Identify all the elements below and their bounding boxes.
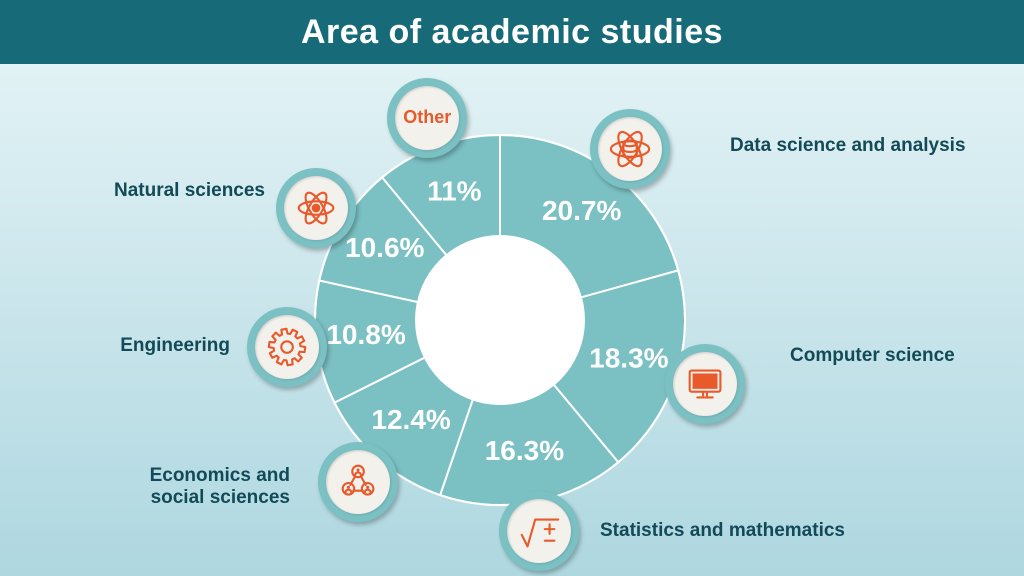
donut-hole (415, 235, 585, 405)
bubble-inner-economics (326, 450, 390, 514)
bubble-inner-statistics (507, 499, 571, 563)
page-title: Area of academic studies (0, 0, 1024, 64)
bubble-statistics (499, 491, 579, 571)
bubble-natural-sciences (276, 168, 356, 248)
bubble-economics (318, 442, 398, 522)
pct-data-science: 20.7% (542, 195, 621, 226)
label-data-science: Data science and analysis (730, 135, 990, 157)
bubble-computer-science (665, 344, 745, 424)
label-natural-sciences: Natural sciences (75, 180, 265, 202)
bubble-inner-data-science (598, 117, 662, 181)
bubble-inner-engineering (255, 315, 319, 379)
gear-icon (264, 324, 310, 370)
bubble-inner-computer-science (673, 352, 737, 416)
bubble-inner-other: Other (395, 86, 459, 150)
bubble-other: Other (387, 78, 467, 158)
db-icon (607, 126, 653, 172)
people-icon (335, 459, 381, 505)
other-icon: Other (403, 107, 451, 128)
bubble-inner-natural-sciences (284, 176, 348, 240)
bubble-data-science (590, 109, 670, 189)
pct-other: 11% (427, 175, 482, 206)
sqrt-icon (516, 508, 562, 554)
pct-engineering: 10.8% (326, 319, 405, 350)
pct-natural-sciences: 10.6% (345, 232, 424, 263)
pct-economics: 12.4% (371, 404, 450, 435)
atom-icon (293, 185, 339, 231)
label-computer-science: Computer science (790, 345, 1010, 367)
label-statistics: Statistics and mathematics (600, 520, 900, 542)
pct-computer-science: 18.3% (589, 343, 668, 374)
infographic-root: Area of academic studies 20.7% 18.3% 16.3%… (0, 0, 1024, 576)
bubble-engineering (247, 307, 327, 387)
pct-statistics: 16.3% (485, 435, 564, 466)
label-engineering: Engineering (90, 335, 230, 357)
computer-icon (682, 361, 728, 407)
label-economics: Economics andsocial sciences (120, 465, 290, 509)
